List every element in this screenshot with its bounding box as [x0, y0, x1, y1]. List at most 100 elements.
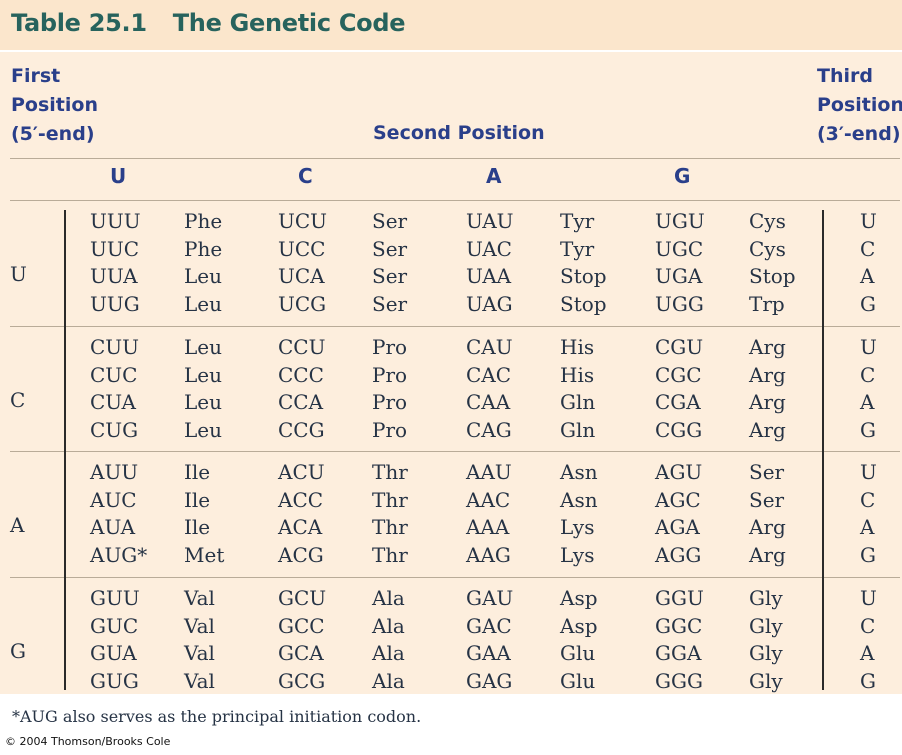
amino-acid-cell: Pro [372, 417, 408, 442]
amino-acid-cell: Pro [372, 390, 408, 414]
codon-cell: CAC [466, 362, 512, 387]
codon-cell: AGU [655, 460, 703, 484]
codon-cell: CGG [655, 417, 703, 442]
codon-cell: UAG [466, 291, 513, 316]
codon-cell: CUA [90, 390, 136, 414]
amino-acid-cell: Ala [372, 613, 405, 638]
third-position-letter: A [860, 641, 875, 665]
amino-acid-cell: Gly [749, 613, 783, 638]
amino-acid-cell: Lys [560, 542, 595, 567]
amino-acid-cell: Stop [749, 264, 796, 288]
codon-cell: GGG [655, 668, 703, 693]
amino-acid-cell: Gly [749, 641, 783, 665]
codon-cell: CCU [278, 335, 326, 359]
footnote: *AUG also serves as the principal initia… [12, 707, 422, 726]
amino-acid-cell: Stop [560, 264, 607, 288]
amino-acid-cell: His [560, 362, 595, 387]
amino-acid-cell: Arg [749, 542, 786, 567]
amino-acid-cell: Leu [184, 390, 222, 414]
amino-acid-cell: Tyr [560, 209, 595, 233]
codon-cell: GCA [278, 641, 324, 665]
codon-cell: GGC [655, 613, 703, 638]
amino-acid-cell: Thr [372, 460, 408, 484]
codon-cell: GAU [466, 586, 514, 610]
amino-acid-cell: His [560, 335, 595, 359]
amino-acid-cell: Phe [184, 236, 223, 261]
third-position-letter: C [860, 487, 876, 512]
amino-acid-cell: Arg [749, 362, 786, 387]
amino-acid-cell: Asp [560, 613, 598, 638]
codon-cell: GAA [466, 641, 511, 665]
amino-acid-cell: Trp [749, 291, 785, 316]
amino-acid-cell: Thr [372, 515, 408, 539]
codon-cell: AGG [655, 542, 702, 567]
first-position-letter: C [10, 388, 26, 412]
codon-cell: GGA [655, 641, 702, 665]
amino-acid-cell: Arg [749, 417, 786, 442]
second-position-letter: U [110, 164, 127, 188]
first-position-letter: A [10, 513, 25, 537]
amino-acid-cell: Val [184, 668, 215, 693]
third-position-letter: U [860, 335, 877, 359]
third-position-rule [822, 210, 824, 690]
codon-cell: GUC [90, 613, 139, 638]
amino-acid-cell: Val [184, 586, 215, 610]
codon-cell: GCC [278, 613, 325, 638]
amino-acid-cell: Leu [184, 417, 222, 442]
amino-acid-cell: Arg [749, 335, 786, 359]
column-header-divider [10, 200, 900, 201]
amino-acid-cell: Gly [749, 668, 783, 693]
codon-cell: UGG [655, 291, 704, 316]
amino-acid-cell: Gln [560, 390, 596, 414]
codon-cell: GCU [278, 586, 327, 610]
header-divider [10, 158, 900, 159]
amino-acid-cell: Tyr [560, 236, 595, 261]
second-position-letter: G [674, 164, 691, 188]
amino-acid-cell: Leu [184, 335, 222, 359]
codon-cell: UCU [278, 209, 328, 233]
table-title: Table 25.1 The Genetic Code [11, 9, 406, 37]
codon-cell: GUA [90, 641, 137, 665]
third-position-letter: C [860, 236, 876, 261]
amino-acid-cell: Gly [749, 586, 783, 610]
amino-acid-cell: Ile [184, 487, 211, 512]
amino-acid-cell: Pro [372, 335, 408, 359]
codon-cell: UUC [90, 236, 140, 261]
amino-acid-cell: Leu [184, 291, 222, 316]
table-background [0, 52, 902, 694]
amino-acid-cell: Lys [560, 515, 595, 539]
codon-cell: CCA [278, 390, 324, 414]
amino-acid-cell: Val [184, 613, 215, 638]
second-position-letter: C [298, 164, 313, 188]
amino-acid-cell: Met [184, 542, 225, 567]
codon-cell: UCG [278, 291, 327, 316]
codon-cell: UAC [466, 236, 512, 261]
amino-acid-cell: Ser [749, 460, 785, 484]
amino-acid-cell: Thr [372, 542, 408, 567]
amino-acid-cell: Arg [749, 515, 786, 539]
codon-cell: CGA [655, 390, 701, 414]
codon-cell: CUC [90, 362, 138, 387]
third-position-letter: C [860, 362, 876, 387]
amino-acid-cell: Stop [560, 291, 607, 316]
codon-cell: CAU [466, 335, 513, 359]
codon-cell: ACU [278, 460, 325, 484]
codon-cell: UAA [466, 264, 512, 288]
codon-cell: AGC [655, 487, 701, 512]
codon-cell: CCC [278, 362, 324, 387]
amino-acid-cell: Asp [560, 586, 598, 610]
third-position-header: Third Position (3′-end) [817, 65, 902, 145]
codon-cell: CCG [278, 417, 325, 442]
codon-cell: AAG [466, 542, 511, 567]
codon-cell: UUU [90, 209, 141, 233]
table-number: Table 25.1 [11, 9, 147, 37]
amino-acid-cell: Ile [184, 460, 211, 484]
title-band: Table 25.1 The Genetic Code [0, 0, 902, 50]
codon-cell: GGU [655, 586, 704, 610]
amino-acid-cell: Ser [372, 236, 408, 261]
amino-acid-cell: Phe [184, 209, 223, 233]
amino-acid-cell: Thr [372, 487, 408, 512]
codon-cell: AUC [90, 487, 137, 512]
codon-cell: AUG* [90, 542, 148, 567]
codon-cell: GCG [278, 668, 326, 693]
